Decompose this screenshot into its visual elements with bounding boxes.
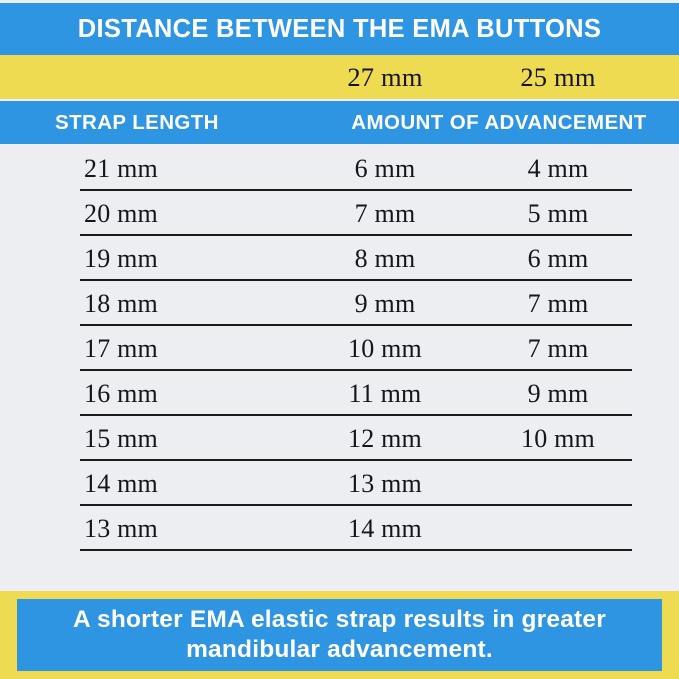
cell-advancement-25mm [466,506,650,551]
cell-strap-length: 16 mm [84,378,158,408]
row-divider [80,369,632,371]
cell-advancement-27mm: 10 mm [348,333,422,363]
cell-advancement-27mm: 12 mm [348,423,422,453]
cell-advancement-27mm: 13 mm [348,468,422,498]
table-row: 21 mm 6 mm 4 mm [0,146,679,191]
distance-between-buttons-band: 27 mm 25 mm [0,55,679,99]
row-divider [80,234,632,236]
cell-advancement-25mm: 10 mm [521,423,595,453]
row-divider [80,324,632,326]
cell-advancement-27mm: 7 mm [354,198,416,228]
row-divider [80,279,632,281]
table-row: 19 mm 8 mm 6 mm [0,236,679,281]
table-row: 17 mm 10 mm 7 mm [0,326,679,371]
column-header-amount-of-advancement: AMOUNT OF ADVANCEMENT [351,110,647,134]
cell-advancement-27mm: 8 mm [354,243,416,273]
table-row: 14 mm 13 mm [0,461,679,506]
row-divider [80,189,632,191]
cell-advancement-25mm: 7 mm [527,288,589,318]
footer-band: A shorter EMA elastic strap results in g… [0,591,679,679]
column-header-band: STRAP LENGTH AMOUNT OF ADVANCEMENT [0,101,679,144]
cell-strap-length: 15 mm [84,423,158,453]
table-row: 15 mm 12 mm 10 mm [0,416,679,461]
cell-advancement-25mm: 4 mm [527,153,589,183]
cell-advancement-25mm: 7 mm [527,333,589,363]
cell-advancement-25mm: 5 mm [527,198,589,228]
footer-callout: A shorter EMA elastic strap results in g… [17,599,662,671]
footer-text: A shorter EMA elastic strap results in g… [73,606,606,663]
cell-strap-length: 21 mm [84,153,158,183]
cell-advancement-25mm: 9 mm [527,378,589,408]
cell-advancement-27mm: 9 mm [354,288,416,318]
cell-advancement-25mm [466,461,650,506]
row-divider [80,459,632,461]
cell-strap-length: 13 mm [84,513,158,543]
cell-advancement-27mm: 14 mm [348,513,422,543]
distance-value-27mm: 27 mm [347,61,423,92]
cell-advancement-27mm: 6 mm [354,153,416,183]
column-header-strap-length: STRAP LENGTH [55,110,219,134]
cell-strap-length: 17 mm [84,333,158,363]
row-divider [80,414,632,416]
row-divider [80,549,632,551]
cell-advancement-27mm: 11 mm [348,378,422,408]
cell-strap-length: 19 mm [84,243,158,273]
distance-value-25mm: 25 mm [520,61,596,92]
title-band: DISTANCE BETWEEN THE EMA BUTTONS [0,3,679,55]
page-title: DISTANCE BETWEEN THE EMA BUTTONS [77,14,602,43]
table-row: 13 mm 14 mm [0,506,679,551]
table-row: 18 mm 9 mm 7 mm [0,281,679,326]
table-row: 16 mm 11 mm 9 mm [0,371,679,416]
cell-strap-length: 20 mm [84,198,158,228]
cell-advancement-25mm: 6 mm [527,243,589,273]
row-divider [80,504,632,506]
cell-strap-length: 14 mm [84,468,158,498]
cell-strap-length: 18 mm [84,288,158,318]
table-row: 20 mm 7 mm 5 mm [0,191,679,236]
data-table: 21 mm 6 mm 4 mm 20 mm 7 mm 5 mm 19 mm 8 … [0,146,679,586]
